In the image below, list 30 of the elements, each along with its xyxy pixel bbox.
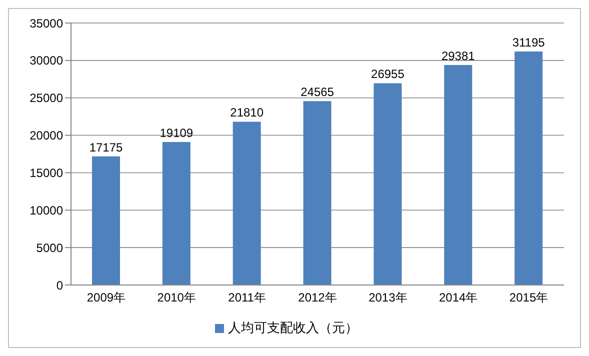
y-tick-label: 35000 [30, 16, 64, 30]
data-label: 24565 [300, 85, 334, 100]
data-label: 17175 [89, 140, 124, 154]
bar [444, 65, 472, 285]
bar [162, 142, 190, 285]
y-tick-label: 15000 [30, 166, 64, 180]
x-tick-label: 2009年 [86, 290, 126, 305]
x-tick-label: 2015年 [509, 290, 548, 305]
legend-label: 人均可支配收入（元） [228, 320, 358, 335]
x-tick-label: 2010年 [157, 290, 196, 305]
y-tick-label: 30000 [30, 54, 64, 68]
data-label: 19109 [160, 126, 194, 140]
data-label: 29381 [441, 49, 476, 64]
bar [232, 122, 261, 285]
y-tick-label: 0 [56, 278, 64, 292]
bar [514, 51, 543, 285]
bar [92, 156, 120, 285]
y-tick-label: 10000 [30, 203, 64, 218]
bar [303, 101, 332, 285]
y-tick-label: 5000 [36, 240, 64, 255]
bar [374, 83, 402, 285]
data-label: 31195 [512, 35, 546, 50]
data-label: 21810 [230, 106, 264, 120]
x-tick-label: 2012年 [298, 290, 337, 305]
x-tick-label: 2014年 [439, 290, 478, 305]
data-label: 26955 [371, 67, 405, 82]
y-tick-label: 20000 [30, 128, 64, 143]
x-tick-label: 2011年 [228, 290, 266, 305]
y-tick-label: 25000 [30, 91, 64, 106]
x-tick-label: 2013年 [368, 290, 408, 305]
